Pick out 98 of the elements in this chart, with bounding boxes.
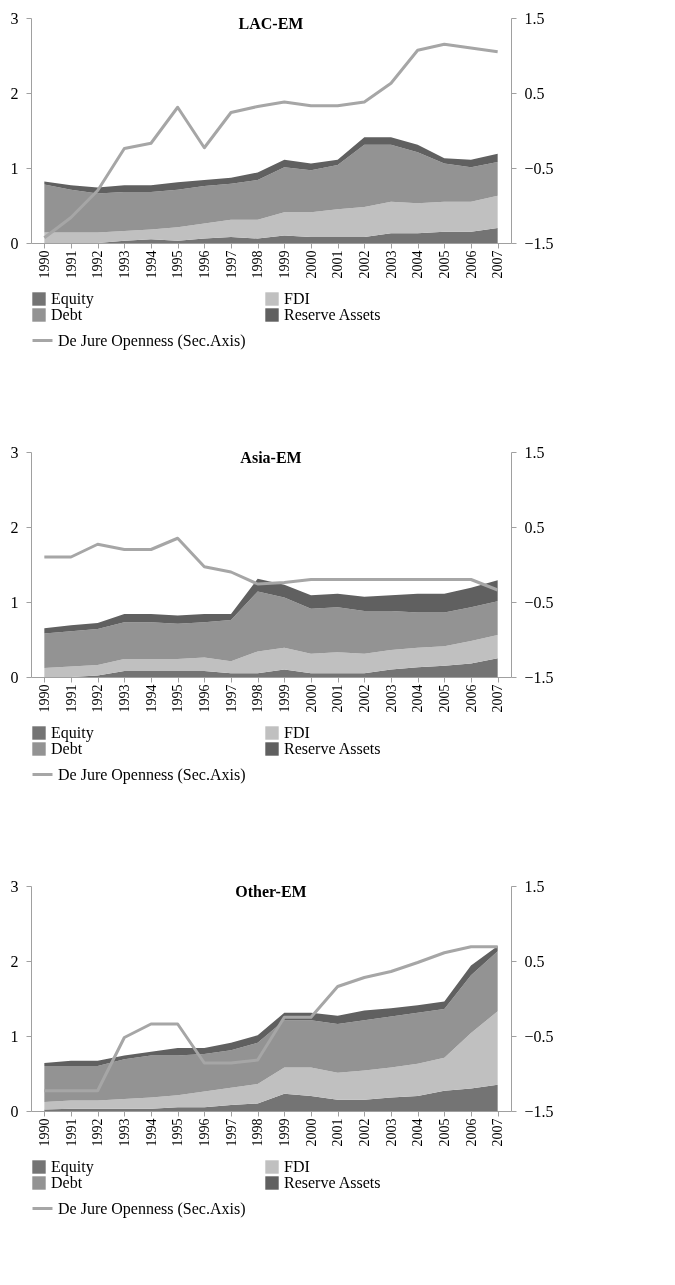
x-tick-label: 2003: [383, 684, 399, 713]
legend-label: Reserve Assets: [284, 1174, 381, 1191]
x-tick-label: 2005: [436, 250, 452, 279]
x-tick-label: 1998: [250, 250, 266, 279]
x-tick-label: 2004: [410, 250, 426, 279]
x-tick-label: 1997: [223, 684, 239, 713]
x-tick-label: 2002: [356, 684, 372, 713]
y-tick-label: 3: [10, 877, 19, 895]
y2-tick-label: −1.5: [524, 668, 554, 686]
legend-label: Debt: [51, 306, 83, 323]
x-tick-label: 2000: [303, 684, 319, 713]
y2-tick-label: −0.5: [524, 593, 554, 611]
x-tick-label: 1999: [276, 250, 292, 279]
y-tick-label: 2: [10, 84, 19, 102]
x-tick-label: 2000: [303, 250, 319, 279]
y2-tick-label: −1.5: [524, 1102, 554, 1120]
y-tick-label: 0: [10, 234, 19, 252]
legend-label: Reserve Assets: [284, 740, 381, 757]
y2-tick-label: 0.5: [524, 952, 545, 970]
x-tick-label: 2007: [490, 684, 506, 713]
x-tick-label: 2004: [410, 684, 426, 713]
x-tick-label: 1990: [36, 250, 52, 279]
x-tick-label: 1994: [143, 250, 159, 279]
x-tick-label: 1990: [36, 684, 52, 713]
x-tick-label: 1998: [250, 684, 266, 713]
legend-label: De Jure Openness (Sec.Axis): [58, 331, 246, 350]
x-tick-label: 1999: [276, 684, 292, 713]
x-tick-label: 1994: [143, 1118, 159, 1147]
x-tick-label: 2001: [330, 1118, 346, 1147]
x-tick-label: 1993: [116, 684, 132, 713]
x-tick-label: 2007: [490, 1118, 506, 1147]
x-tick-label: 1992: [90, 250, 106, 279]
x-tick-label: 2000: [303, 1118, 319, 1147]
x-tick-label: 2006: [463, 250, 479, 279]
legend-label: Debt: [51, 1174, 83, 1191]
x-tick-label: 1991: [63, 1118, 79, 1147]
x-tick-label: 2005: [436, 1118, 452, 1147]
x-tick-label: 1993: [116, 250, 132, 279]
x-tick-label: 1996: [196, 684, 212, 713]
y-tick-label: 2: [10, 518, 19, 536]
legend-label: FDI: [284, 290, 310, 307]
chart-title: Other-EM: [235, 883, 307, 900]
x-tick-label: 1990: [36, 1118, 52, 1147]
x-tick-label: 1991: [63, 684, 79, 713]
line-series: [42, 42, 500, 240]
legend-label: FDI: [284, 724, 310, 741]
y2-tick-label: −0.5: [524, 1027, 554, 1045]
x-tick-label: 2007: [490, 250, 506, 279]
x-tick-label: 2005: [436, 684, 452, 713]
y-tick-label: 2: [10, 952, 19, 970]
x-tick-label: 2001: [330, 250, 346, 279]
x-tick-label: 2004: [410, 1118, 426, 1147]
y2-tick-label: 1.5: [524, 443, 545, 461]
x-tick-label: 1997: [223, 250, 239, 279]
x-tick-label: 1995: [170, 684, 186, 713]
y2-tick-label: 0.5: [524, 84, 545, 102]
y-tick-label: 1: [10, 1027, 19, 1045]
x-tick-label: 1998: [250, 1118, 266, 1147]
x-tick-label: 1992: [90, 684, 106, 713]
legend-label: Equity: [51, 290, 94, 308]
y2-tick-label: −1.5: [524, 234, 554, 252]
y-tick-label: 1: [10, 159, 19, 177]
y2-tick-label: −0.5: [524, 159, 554, 177]
x-tick-label: 1992: [90, 1118, 106, 1147]
legend-label: De Jure Openness (Sec.Axis): [58, 765, 246, 784]
y-tick-label: 0: [10, 668, 19, 686]
legend-label: Reserve Assets: [284, 306, 381, 323]
chart-title: Asia-EM: [240, 449, 302, 466]
x-tick-label: 1997: [223, 1118, 239, 1147]
x-tick-label: 2006: [463, 684, 479, 713]
legend-label: Equity: [51, 1158, 94, 1176]
x-tick-label: 2002: [356, 250, 372, 279]
y-tick-label: 3: [10, 9, 19, 27]
x-tick-label: 1994: [143, 684, 159, 713]
legend-label: FDI: [284, 1158, 310, 1175]
x-tick-label: 2006: [463, 1118, 479, 1147]
y-tick-label: 3: [10, 443, 19, 461]
x-tick-label: 1995: [170, 1118, 186, 1147]
x-tick-label: 2002: [356, 1118, 372, 1147]
x-tick-label: 2003: [383, 1118, 399, 1147]
line-series: [42, 536, 500, 592]
x-tick-label: 1999: [276, 1118, 292, 1147]
x-tick-label: 2001: [330, 684, 346, 713]
y2-tick-label: 0.5: [524, 518, 545, 536]
x-tick-label: 1991: [63, 250, 79, 279]
x-tick-label: 1996: [196, 250, 212, 279]
legend-label: Debt: [51, 740, 83, 757]
y-tick-label: 1: [10, 593, 19, 611]
y2-tick-label: 1.5: [524, 877, 545, 895]
legend-label: Equity: [51, 724, 94, 742]
chart-title: LAC-EM: [238, 15, 304, 32]
x-tick-label: 2003: [383, 250, 399, 279]
y-tick-label: 0: [10, 1102, 19, 1120]
legend-label: De Jure Openness (Sec.Axis): [58, 1199, 246, 1218]
x-tick-label: 1995: [170, 250, 186, 279]
y2-tick-label: 1.5: [524, 9, 545, 27]
x-tick-label: 1996: [196, 1118, 212, 1147]
x-tick-label: 1993: [116, 1118, 132, 1147]
